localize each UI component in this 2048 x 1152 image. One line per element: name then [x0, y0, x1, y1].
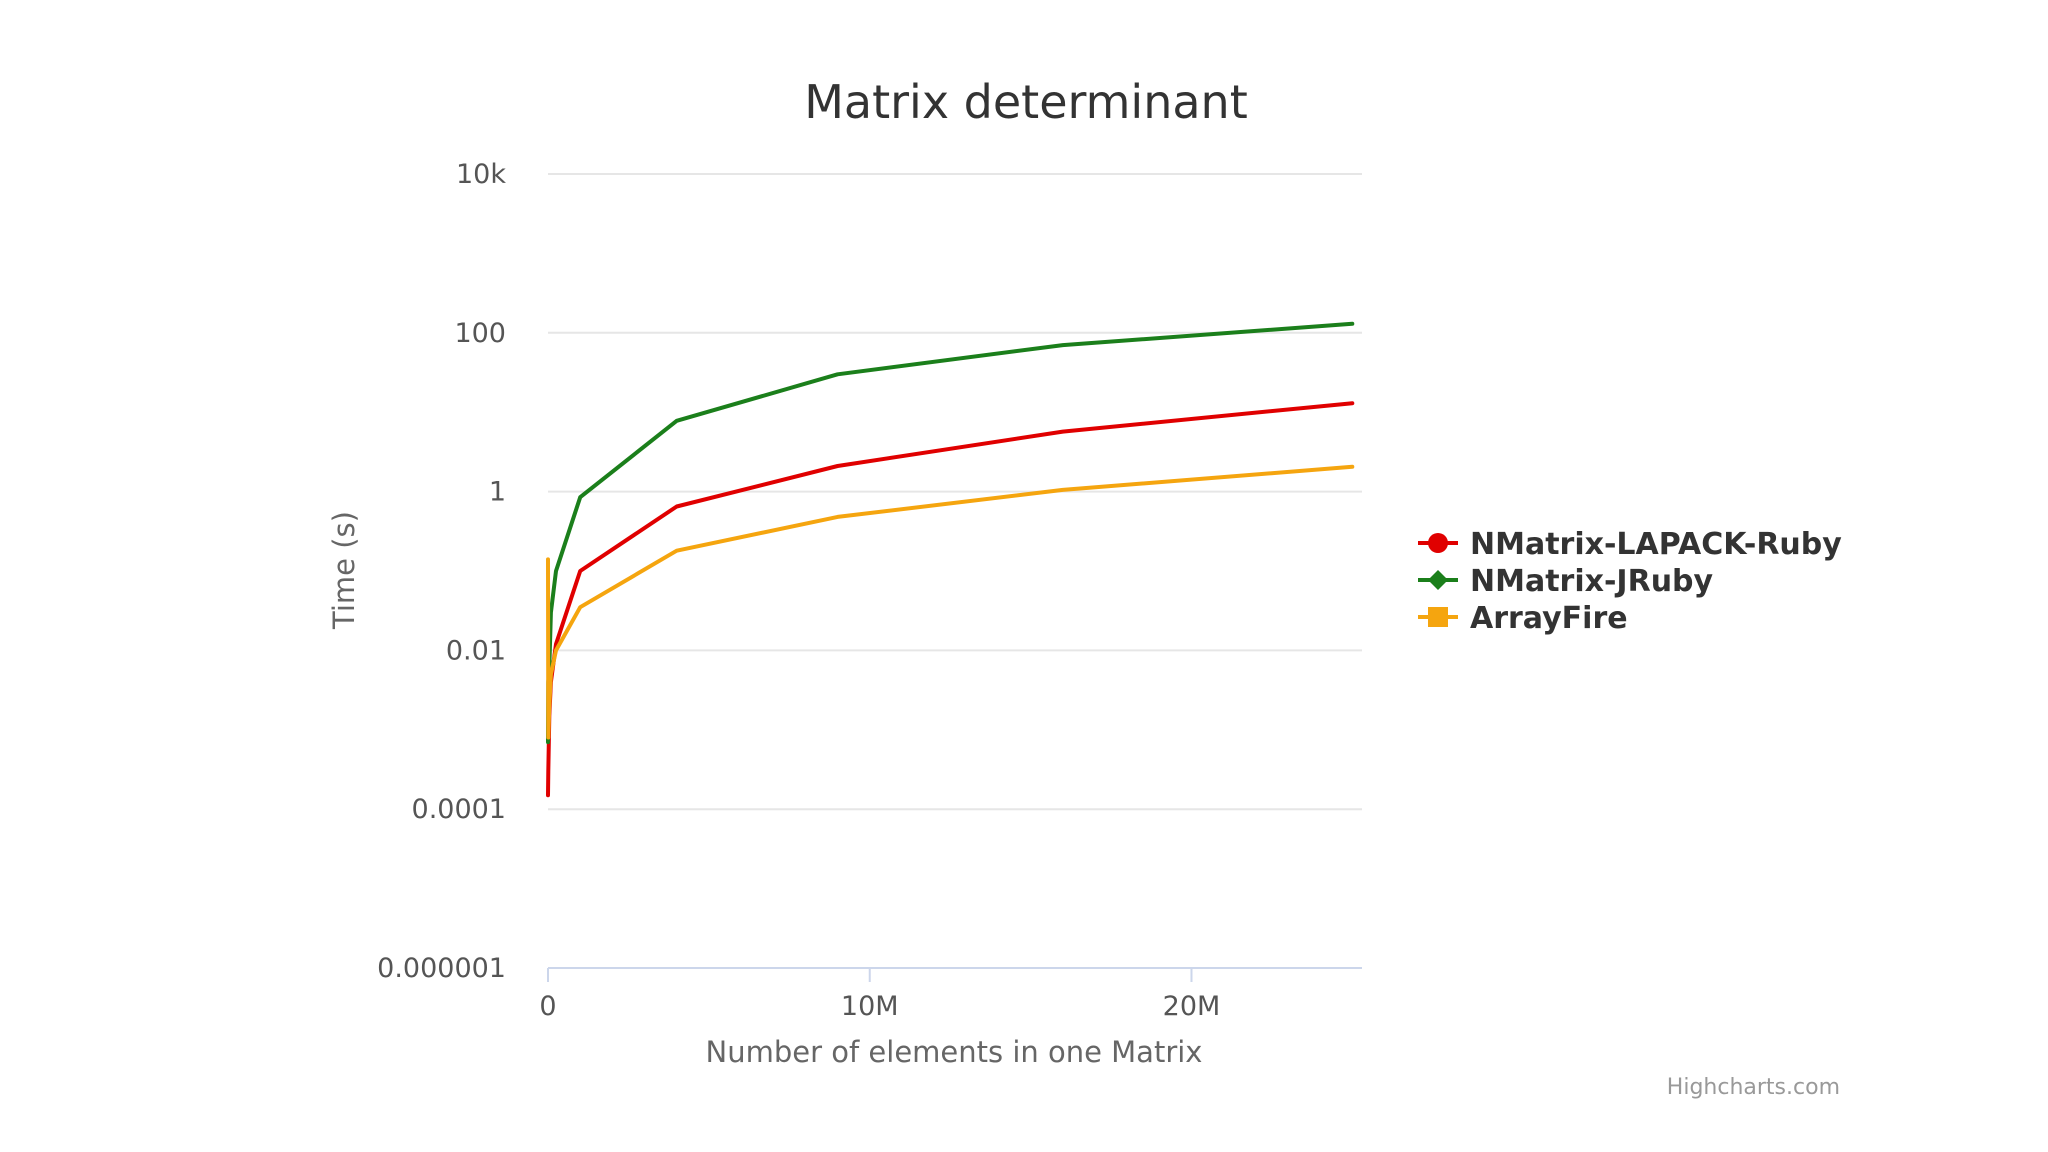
- legend: NMatrix-LAPACK-RubyNMatrix-JRubyArrayFir…: [1418, 527, 1842, 636]
- x-axis-title: Number of elements in one Matrix: [706, 1035, 1203, 1069]
- y-tick-label: 0.01: [446, 635, 506, 666]
- y-tick-label: 1: [489, 477, 506, 508]
- y-axis-title: Time (s): [327, 511, 361, 630]
- y-tick-label: 0.000001: [377, 953, 506, 984]
- legend-label[interactable]: ArrayFire: [1470, 601, 1628, 636]
- x-tick-label: 20M: [1163, 991, 1221, 1022]
- y-tick-label: 10k: [456, 159, 506, 190]
- x-axis: 0 10M 20M: [539, 968, 1220, 1022]
- circle-marker-icon: [1428, 533, 1448, 553]
- y-tick-label: 0.0001: [412, 794, 506, 825]
- legend-item-nmatrix-lapack-ruby[interactable]: NMatrix-LAPACK-Ruby: [1418, 527, 1842, 562]
- x-tick-label: 0: [539, 991, 556, 1022]
- legend-label[interactable]: NMatrix-JRuby: [1470, 564, 1714, 599]
- square-marker-icon: [1428, 607, 1448, 627]
- legend-item-arrayfire[interactable]: ArrayFire: [1418, 601, 1628, 636]
- x-tick-label: 10M: [841, 991, 899, 1022]
- chart-title: Matrix determinant: [804, 75, 1248, 129]
- y-axis-ticks: 10k 100 1 0.01 0.0001 0.000001: [377, 159, 506, 984]
- credits-link[interactable]: Highcharts.com: [1667, 1075, 1840, 1100]
- series-group: [546, 321, 1355, 798]
- y-tick-label: 100: [454, 318, 506, 349]
- series-line-arrayfire[interactable]: [546, 464, 1355, 740]
- grid-lines: [548, 173, 1362, 969]
- legend-label[interactable]: NMatrix-LAPACK-Ruby: [1470, 527, 1842, 562]
- legend-item-nmatrix-jruby[interactable]: NMatrix-JRuby: [1418, 564, 1714, 599]
- diamond-marker-icon: [1428, 570, 1448, 590]
